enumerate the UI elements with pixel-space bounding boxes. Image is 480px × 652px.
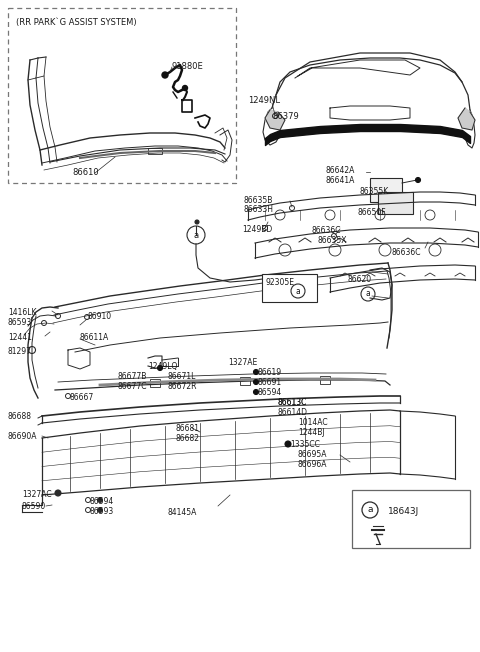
- Bar: [8, 8, 236, 183]
- Text: 1335CC: 1335CC: [290, 440, 320, 449]
- Circle shape: [253, 370, 259, 374]
- Text: 86691: 86691: [258, 378, 282, 387]
- Text: 1014AC: 1014AC: [298, 418, 328, 427]
- Bar: [320, 376, 330, 384]
- Text: 1249NL: 1249NL: [248, 96, 280, 105]
- Text: 86641A: 86641A: [325, 176, 354, 185]
- Text: 86690A: 86690A: [8, 432, 37, 441]
- Text: 86910: 86910: [88, 312, 112, 321]
- Text: 86593: 86593: [90, 507, 114, 516]
- Text: 86635B: 86635B: [244, 196, 274, 205]
- Text: 86682: 86682: [176, 434, 200, 443]
- Circle shape: [97, 497, 103, 503]
- Bar: [262, 274, 317, 302]
- Text: 12441: 12441: [8, 333, 32, 342]
- Text: 86619: 86619: [258, 368, 282, 377]
- Circle shape: [195, 220, 199, 224]
- Text: a: a: [296, 286, 300, 295]
- Text: 1249LQ: 1249LQ: [148, 362, 178, 371]
- Text: a: a: [193, 231, 199, 239]
- Text: 86620: 86620: [348, 275, 372, 284]
- Bar: [240, 377, 250, 385]
- Text: 91880E: 91880E: [172, 62, 204, 71]
- Circle shape: [162, 72, 168, 78]
- Text: 86611A: 86611A: [80, 333, 109, 342]
- Text: 86681: 86681: [176, 424, 200, 433]
- Text: 86635X: 86635X: [318, 236, 348, 245]
- Text: 86696A: 86696A: [298, 460, 327, 469]
- Text: 86613C: 86613C: [278, 398, 307, 407]
- Text: 86613C: 86613C: [278, 398, 307, 407]
- Text: 86593: 86593: [8, 318, 32, 327]
- Text: 86633H: 86633H: [244, 205, 274, 214]
- Text: 1416LK: 1416LK: [8, 308, 36, 317]
- Text: 86642A: 86642A: [325, 166, 354, 175]
- Bar: [148, 148, 162, 154]
- Circle shape: [416, 177, 420, 183]
- Text: 84145A: 84145A: [168, 508, 197, 517]
- Text: 1249BD: 1249BD: [242, 225, 272, 234]
- Text: 86636C: 86636C: [392, 248, 421, 257]
- Text: 92305E: 92305E: [265, 278, 294, 287]
- Circle shape: [253, 389, 259, 394]
- Text: 86650F: 86650F: [358, 208, 386, 217]
- Text: 86610: 86610: [72, 168, 98, 177]
- Text: 86594: 86594: [90, 497, 114, 506]
- Text: 86677C: 86677C: [118, 382, 147, 391]
- Circle shape: [253, 379, 259, 385]
- Text: 86614D: 86614D: [278, 408, 308, 417]
- Text: 86379: 86379: [272, 112, 299, 121]
- Bar: [150, 379, 160, 387]
- Text: 86671L: 86671L: [168, 372, 196, 381]
- Text: (RR PARK`G ASSIST SYSTEM): (RR PARK`G ASSIST SYSTEM): [16, 18, 137, 27]
- Text: a: a: [366, 289, 371, 299]
- Circle shape: [157, 366, 163, 370]
- Text: 1327AE: 1327AE: [228, 358, 257, 367]
- Text: 86677B: 86677B: [118, 372, 147, 381]
- Bar: [378, 192, 413, 214]
- Polygon shape: [265, 110, 285, 130]
- Circle shape: [182, 85, 188, 91]
- Text: 18643J: 18643J: [388, 507, 419, 516]
- Text: 86594: 86594: [258, 388, 282, 397]
- Bar: [352, 490, 470, 548]
- Text: 86672R: 86672R: [168, 382, 197, 391]
- Text: 86636C: 86636C: [312, 226, 341, 235]
- Text: 86355K: 86355K: [360, 187, 389, 196]
- Text: 81297: 81297: [8, 347, 32, 356]
- Circle shape: [97, 507, 103, 512]
- Text: 1327AC: 1327AC: [22, 490, 52, 499]
- Bar: [370, 178, 402, 202]
- Text: 86695A: 86695A: [298, 450, 327, 459]
- Text: 86667: 86667: [70, 393, 94, 402]
- Text: 1244BJ: 1244BJ: [298, 428, 324, 437]
- Circle shape: [55, 490, 61, 496]
- Text: 86590: 86590: [22, 502, 46, 511]
- Text: a: a: [367, 505, 373, 514]
- Text: 86688: 86688: [8, 412, 32, 421]
- Polygon shape: [458, 108, 475, 130]
- Circle shape: [285, 441, 291, 447]
